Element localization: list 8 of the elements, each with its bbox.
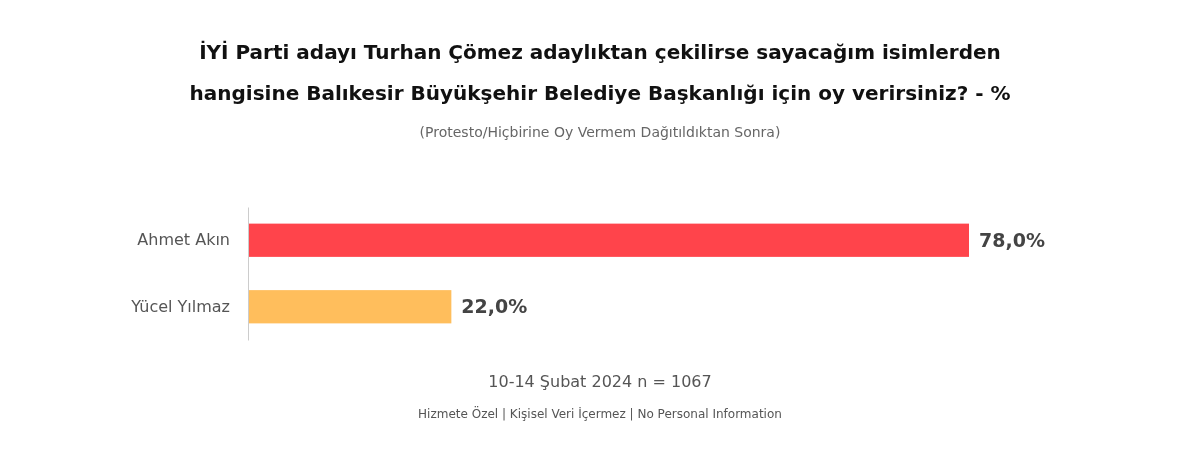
chart-title: İYİ Parti adayı Turhan Çömez adaylıktan çekilirse sayacağım isimlerden hangisine Balıkesir Büyükşehir Belediye Başkanlığı için oy verirsiniz? - % [189,40,1011,105]
y-tick-label: Ahmet Akın [137,230,230,250]
chart-subtitle: (Protesto/Hiçbirine Oy Vermem Dağıtıldıktan Sonra) [419,124,781,140]
y-tick-label: Yücel Yılmaz [130,296,230,316]
text: Hizmete Özel | Kişisel Veri İçermez | No Personal Information [418,405,782,421]
text: 10-14 Şubat 2024 n = 1067 [488,372,712,391]
data-label: 78,0% [979,228,1045,251]
data-label: 22,0% [461,295,528,318]
